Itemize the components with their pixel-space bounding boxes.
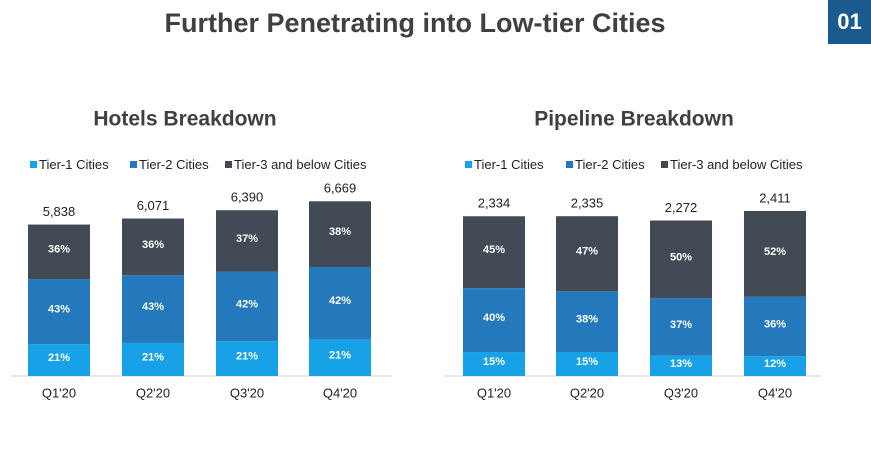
segment-label: 38% [329, 226, 351, 238]
total-label: 6,071 [137, 198, 170, 213]
chart-title: Hotels Breakdown [93, 108, 276, 131]
bar-segment [463, 288, 525, 353]
segment-label: 36% [142, 239, 164, 251]
x-tick-label: Q4'20 [323, 385, 357, 400]
bar-segment [28, 344, 90, 376]
bar-segment [122, 342, 184, 376]
total-label: 2,411 [759, 190, 791, 205]
legend-label: Tier-2 Cities [139, 157, 209, 172]
total-label: 6,390 [231, 190, 264, 205]
bar-segment [309, 267, 371, 340]
segment-label: 43% [142, 301, 164, 313]
bar-segment [122, 218, 184, 276]
legend-swatch [465, 161, 472, 168]
x-tick-label: Q2'20 [136, 385, 170, 400]
segment-label: 36% [48, 244, 70, 256]
segment-label: 37% [670, 319, 692, 331]
total-label: 5,838 [43, 204, 76, 219]
segment-label: 38% [576, 314, 598, 326]
bar-segment [556, 216, 618, 292]
bar-segment [463, 352, 525, 376]
total-label: 2,335 [571, 196, 604, 211]
bar-segment [650, 355, 712, 376]
legend-swatch [566, 161, 573, 168]
bar-segment [744, 211, 806, 297]
legend-swatch [225, 161, 232, 168]
segment-label: 42% [236, 298, 258, 310]
segment-label: 37% [236, 233, 258, 245]
segment-label: 13% [670, 358, 692, 370]
bar-segment [650, 220, 712, 299]
segment-label: 15% [483, 356, 505, 368]
legend-label: Tier-3 and below Cities [670, 157, 803, 172]
badge-box [828, 0, 871, 44]
segment-label: 40% [483, 312, 505, 324]
legend-label: Tier-3 and below Cities [234, 157, 367, 172]
bar-segment [122, 275, 184, 343]
segment-label: 21% [329, 350, 351, 362]
bar-segment [28, 224, 90, 280]
segment-label: 45% [483, 244, 505, 256]
bar-segment [744, 296, 806, 357]
segment-label: 12% [764, 358, 786, 370]
legend-swatch [130, 161, 137, 168]
legend-swatch [30, 161, 37, 168]
x-tick-label: Q3'20 [664, 385, 698, 400]
bar-segment [463, 216, 525, 289]
x-tick-label: Q4'20 [758, 385, 792, 400]
x-tick-label: Q1'20 [42, 385, 76, 400]
bar-segment [556, 352, 618, 376]
bar-segment [28, 279, 90, 345]
segment-label: 42% [329, 295, 351, 307]
bar-segment [309, 339, 371, 376]
bar-segment [744, 356, 806, 376]
segment-label: 36% [764, 318, 786, 330]
legend-label: Tier-1 Cities [39, 157, 109, 172]
bar-segment [216, 271, 278, 342]
segment-label: 52% [764, 246, 786, 258]
segment-label: 43% [48, 304, 70, 316]
segment-label: 15% [576, 356, 598, 368]
x-tick-label: Q3'20 [230, 385, 264, 400]
legend-label: Tier-2 Cities [575, 157, 645, 172]
total-label: 2,334 [478, 196, 511, 211]
segment-label: 50% [670, 251, 692, 263]
bar-segment [216, 341, 278, 376]
total-label: 6,669 [324, 181, 357, 196]
x-tick-label: Q2'20 [570, 385, 604, 400]
legend-label: Tier-1 Cities [474, 157, 544, 172]
x-tick-label: Q1'20 [477, 385, 511, 400]
bar-segment [556, 291, 618, 353]
slide-title: Further Penetrating into Low-tier Cities [164, 8, 665, 38]
segment-label: 47% [576, 246, 598, 258]
bar-segment [216, 210, 278, 272]
segment-label: 21% [48, 352, 70, 364]
total-label: 2,272 [665, 200, 698, 215]
badge: 01 [837, 9, 861, 34]
chart-title: Pipeline Breakdown [534, 108, 734, 131]
bar-segment [650, 298, 712, 356]
segment-label: 21% [142, 351, 164, 363]
legend-swatch [661, 161, 668, 168]
segment-label: 21% [236, 351, 258, 363]
bar-segment [309, 201, 371, 268]
